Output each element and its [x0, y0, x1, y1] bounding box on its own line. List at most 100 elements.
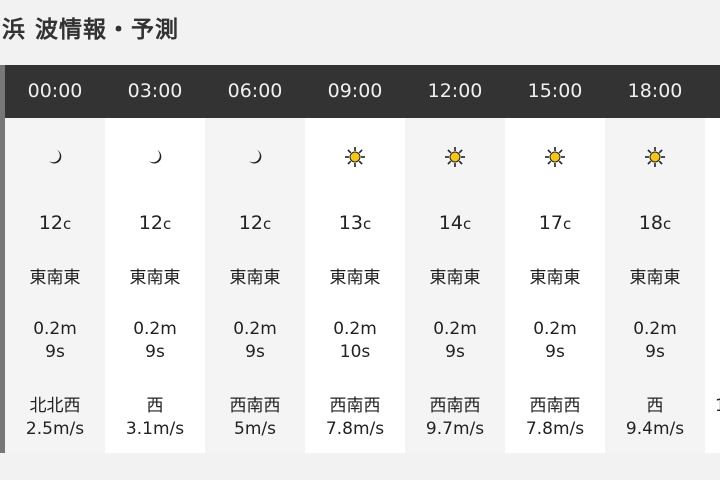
forecast-column: 03:00 12c 東南東 0.2m 9s 西 3.1m/s — [105, 65, 205, 453]
wind-direction: 西 — [646, 396, 664, 416]
wave-info: 0.2m 9s — [605, 318, 705, 364]
wave-period: 10s — [339, 342, 371, 362]
table-header — [5, 65, 720, 118]
temperature-unit: c — [162, 215, 172, 233]
wave-period: 9s — [45, 342, 65, 362]
moon-icon — [5, 146, 105, 168]
forecast-cell: 13c 東南東 0.2m 10s 西南西 7.8m/s — [305, 118, 405, 453]
wind-direction: 西南西 — [429, 396, 481, 416]
wave-period: 9s — [245, 342, 265, 362]
time-label: 03:00 — [127, 80, 183, 102]
wind-speed: 7.8m/s — [525, 419, 585, 439]
temperature-unit: c — [662, 215, 672, 233]
wave-direction: 東南東 — [229, 268, 281, 288]
wave-direction: 東南東 — [129, 268, 181, 288]
temperature-unit: c — [62, 215, 72, 233]
temperature-value: 12 — [238, 212, 263, 234]
temperature: 14c — [405, 212, 505, 234]
moon-icon — [205, 146, 305, 168]
forecast-column: 1 — [705, 65, 720, 453]
wind-info: 北北西 2.5m/s — [5, 395, 105, 441]
wave-info: 0.2m 9s — [505, 318, 605, 364]
moon-icon — [105, 146, 205, 168]
temperature-unit: c — [562, 215, 572, 233]
temperature-value: 12 — [38, 212, 63, 234]
wave-direction: 東南東 — [329, 268, 381, 288]
wave-height: 0.2m — [33, 319, 77, 339]
blank-icon — [705, 146, 720, 168]
wind-info: 1 — [715, 395, 720, 418]
sun-icon — [505, 146, 605, 168]
wind-direction: 西 — [146, 396, 164, 416]
scroll-edge — [0, 65, 5, 453]
wave-height: 0.2m — [433, 319, 477, 339]
temperature: 13c — [305, 212, 405, 234]
forecast-cell: 1 — [705, 118, 720, 453]
temperature: 12c — [205, 212, 305, 234]
time-label: 06:00 — [227, 80, 283, 102]
wind-speed: 1 — [715, 395, 720, 418]
temperature: 17c — [505, 212, 605, 234]
wave-height: 0.2m — [533, 319, 577, 339]
forecast-cell: 12c 東南東 0.2m 9s 西 3.1m/s — [105, 118, 205, 453]
wave-direction: 東南東 — [429, 268, 481, 288]
time-label: 12:00 — [427, 80, 483, 102]
wave-info: 0.2m 9s — [405, 318, 505, 364]
sun-icon — [305, 146, 405, 168]
forecast-cell: 12c 東南東 0.2m 9s 北北西 2.5m/s — [5, 118, 105, 453]
wave-direction: 東南東 — [29, 268, 81, 288]
time-label: 09:00 — [327, 80, 383, 102]
wind-info: 西 9.4m/s — [605, 395, 705, 441]
temperature: 12c — [5, 212, 105, 234]
wave-direction: 東南東 — [529, 268, 581, 288]
wind-speed: 5m/s — [234, 419, 276, 439]
forecast-table[interactable]: 00:00 12c 東南東 0.2m 9s 北北西 2.5m/s 03:00 12c… — [5, 65, 720, 453]
wave-period: 9s — [145, 342, 165, 362]
wind-direction: 西南西 — [329, 396, 381, 416]
wave-info: 0.2m 9s — [105, 318, 205, 364]
temperature-value: 14 — [438, 212, 463, 234]
forecast-cell: 14c 東南東 0.2m 9s 西南西 9.7m/s — [405, 118, 505, 453]
page-title: 浜 波情報・予測 — [2, 17, 180, 43]
wave-period: 9s — [645, 342, 665, 362]
wind-info: 西南西 7.8m/s — [305, 395, 405, 441]
time-label — [705, 65, 720, 118]
forecast-column: 00:00 12c 東南東 0.2m 9s 北北西 2.5m/s — [5, 65, 105, 453]
forecast-cell: 18c 東南東 0.2m 9s 西 9.4m/s — [605, 118, 705, 453]
wave-direction: 東南東 — [629, 268, 681, 288]
temperature-value: 17 — [538, 212, 563, 234]
time-label: 18:00 — [627, 80, 683, 102]
forecast-column: 09:00 13c 東南東 0.2m 10s 西南西 7.8m/s — [305, 65, 405, 453]
temperature: 12c — [105, 212, 205, 234]
temperature-value: 18 — [638, 212, 663, 234]
temperature-value: 12 — [138, 212, 163, 234]
wind-direction: 西南西 — [229, 396, 281, 416]
wave-height: 0.2m — [633, 319, 677, 339]
wave-period: 9s — [545, 342, 565, 362]
wind-direction: 西南西 — [529, 396, 581, 416]
wave-info: 0.2m 9s — [5, 318, 105, 364]
temperature-unit: c — [362, 215, 372, 233]
wind-speed: 9.4m/s — [625, 419, 685, 439]
wave-info: 0.2m 10s — [305, 318, 405, 364]
forecast-column: 15:00 17c 東南東 0.2m 9s 西南西 7.8m/s — [505, 65, 605, 453]
temperature-value: 13 — [338, 212, 363, 234]
wind-info: 西南西 9.7m/s — [405, 395, 505, 441]
temperature-unit: c — [262, 215, 272, 233]
wave-info: 0.2m 9s — [205, 318, 305, 364]
forecast-cell: 12c 東南東 0.2m 9s 西南西 5m/s — [205, 118, 305, 453]
wind-speed: 9.7m/s — [425, 419, 485, 439]
time-label: 15:00 — [527, 80, 583, 102]
wave-height: 0.2m — [133, 319, 177, 339]
forecast-column: 12:00 14c 東南東 0.2m 9s 西南西 9.7m/s — [405, 65, 505, 453]
wind-info: 西南西 5m/s — [205, 395, 305, 441]
wind-speed: 7.8m/s — [325, 419, 385, 439]
sun-icon — [405, 146, 505, 168]
forecast-column: 06:00 12c 東南東 0.2m 9s 西南西 5m/s — [205, 65, 305, 453]
wave-period: 9s — [445, 342, 465, 362]
forecast-column: 18:00 18c 東南東 0.2m 9s 西 9.4m/s — [605, 65, 705, 453]
wave-height: 0.2m — [333, 319, 377, 339]
time-label: 00:00 — [27, 80, 83, 102]
sun-icon — [605, 146, 705, 168]
temperature: 18c — [605, 212, 705, 234]
